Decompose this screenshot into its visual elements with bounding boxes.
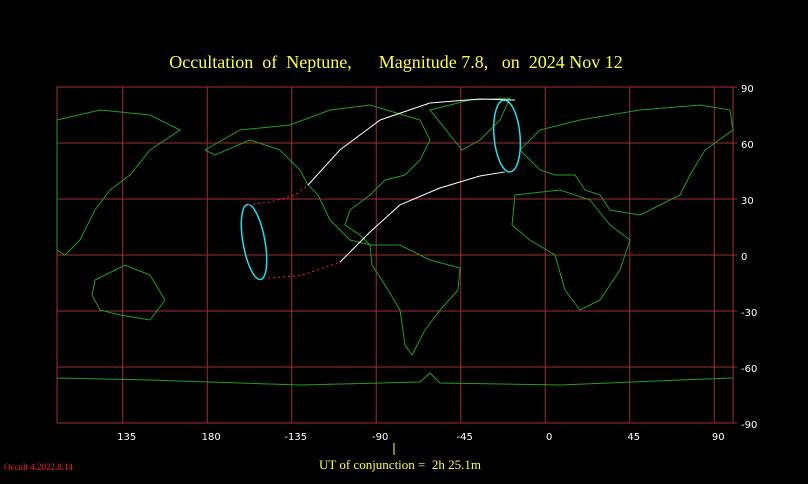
x-tick-label: -45 xyxy=(457,432,473,443)
y-tick-label: -60 xyxy=(741,364,757,375)
eurasia xyxy=(519,104,734,216)
y-tick-label: 90 xyxy=(741,84,754,95)
title: Occultation of Neptune, Magnitude 7.8, o… xyxy=(169,52,622,72)
x-tick-label: -90 xyxy=(372,432,388,443)
path-limit xyxy=(268,261,341,279)
limit-ellipse xyxy=(240,203,268,281)
north-america xyxy=(203,104,431,246)
africa xyxy=(511,189,631,311)
x-tick-label: 45 xyxy=(627,432,640,443)
x-tick-label: -135 xyxy=(284,432,307,443)
path-limit xyxy=(307,98,516,186)
antarctica xyxy=(56,372,734,386)
south-america xyxy=(369,244,461,356)
x-tick-label: 0 xyxy=(546,432,552,443)
coastlines xyxy=(56,97,734,386)
x-tick-label: 180 xyxy=(202,432,221,443)
credit: Occult 4.2022.8.14 xyxy=(4,462,73,472)
y-tick-label: 60 xyxy=(741,140,754,151)
x-tick-label: 90 xyxy=(712,432,725,443)
y-tick-label: 30 xyxy=(741,196,754,207)
path-limit xyxy=(247,184,309,206)
y-tick-label: 0 xyxy=(741,252,747,263)
path-limit xyxy=(339,171,505,263)
limit-ellipse xyxy=(492,99,522,173)
asia-west xyxy=(56,109,181,256)
australia xyxy=(91,264,166,321)
footer: UT of conjunction = 2h 25.1m xyxy=(319,457,481,472)
y-tick-label: -90 xyxy=(741,420,757,431)
x-tick-label: 135 xyxy=(117,432,136,443)
y-tick-label: -30 xyxy=(741,308,757,319)
